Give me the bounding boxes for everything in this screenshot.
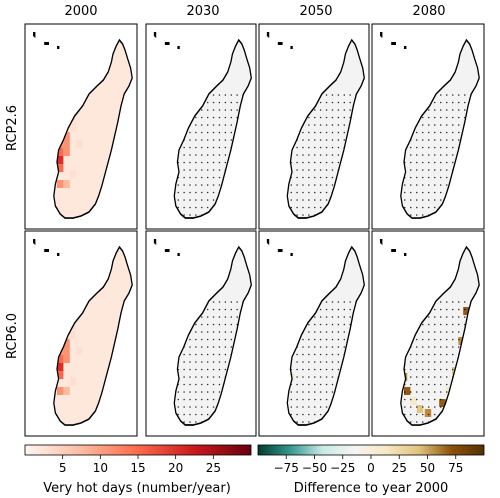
island bbox=[391, 249, 396, 252]
colorbar-right-bar bbox=[257, 444, 485, 456]
grid-cell bbox=[69, 170, 77, 178]
colorbar-left-ticks: 5 10 15 20 25 bbox=[59, 455, 221, 475]
grid-cell bbox=[63, 132, 70, 140]
grid-cell bbox=[57, 363, 64, 371]
colorbar-tick-label: 75 bbox=[448, 461, 463, 475]
grid-cell bbox=[57, 148, 64, 156]
colorbar-right-ticks: −75 −50 −25 0 25 50 75 bbox=[274, 455, 463, 475]
grid-cell bbox=[57, 387, 64, 395]
island bbox=[277, 42, 283, 45]
column-title-2000: 2000 bbox=[64, 4, 97, 19]
grid-cell bbox=[69, 331, 77, 339]
island bbox=[164, 42, 170, 45]
grid-cell bbox=[76, 347, 83, 355]
grid-cell bbox=[63, 347, 70, 355]
island bbox=[164, 249, 170, 252]
colorbar-tick-label: 50 bbox=[420, 461, 435, 475]
island bbox=[44, 249, 49, 252]
grid-cell bbox=[63, 355, 70, 363]
map-panel-rcp60-2080 bbox=[371, 230, 485, 437]
island bbox=[57, 253, 60, 256]
island bbox=[380, 32, 383, 38]
map-panels bbox=[24, 23, 485, 437]
grid-cell bbox=[57, 156, 64, 164]
colorbar-tick-label: 15 bbox=[130, 461, 145, 475]
map-panel-rcp26-2030 bbox=[145, 23, 257, 230]
grid-cell bbox=[57, 180, 64, 188]
colorbar-tick-label: 0 bbox=[367, 461, 375, 475]
map-panel-rcp60-2050 bbox=[258, 230, 370, 437]
row-label-rcp60: RCP6.0 bbox=[5, 313, 20, 359]
grid-cell bbox=[69, 377, 77, 385]
colorbar-left-label: Very hot days (number/year) bbox=[43, 481, 231, 496]
island bbox=[404, 46, 407, 49]
column-title-2050: 2050 bbox=[299, 4, 332, 19]
map-panel-rcp60-2030 bbox=[145, 230, 257, 437]
grid-cell bbox=[57, 355, 64, 363]
colorbar-tick-label: 10 bbox=[93, 461, 108, 475]
colorbar-tick-label: 25 bbox=[206, 461, 221, 475]
map-panel-rcp26-2050 bbox=[258, 23, 370, 230]
grid-cell bbox=[69, 124, 77, 132]
island bbox=[177, 253, 180, 256]
grid-cell bbox=[63, 148, 70, 156]
grid-cell bbox=[57, 164, 64, 172]
grid-cell bbox=[63, 387, 70, 395]
colorbar-right-label: Difference to year 2000 bbox=[294, 481, 449, 496]
colorbar-tick-label: 20 bbox=[168, 461, 183, 475]
column-title-2030: 2030 bbox=[186, 4, 219, 19]
column-title-2080: 2080 bbox=[412, 4, 445, 19]
colorbar-left-bar bbox=[24, 444, 252, 456]
island bbox=[44, 42, 49, 45]
grid-cell bbox=[57, 371, 64, 379]
island bbox=[404, 253, 407, 256]
colorbar-tick-label: −25 bbox=[330, 461, 355, 475]
island bbox=[177, 46, 180, 49]
colorbar-tick-label: −50 bbox=[302, 461, 327, 475]
grid-cell bbox=[63, 140, 70, 148]
island bbox=[290, 253, 293, 256]
island bbox=[380, 239, 383, 245]
island bbox=[277, 249, 283, 252]
map-panel-rcp26-2080 bbox=[371, 23, 485, 230]
island bbox=[57, 46, 60, 49]
grid-cell bbox=[63, 339, 70, 347]
island bbox=[266, 32, 270, 38]
island bbox=[391, 42, 396, 45]
colorbar-tick-label: 25 bbox=[392, 461, 407, 475]
grid-cell bbox=[76, 140, 83, 148]
row-label-rcp26: RCP2.6 bbox=[5, 105, 20, 151]
colorbar-very-hot-days: 5 10 15 20 25 Very hot days (number/year) bbox=[24, 444, 252, 496]
grid-cell bbox=[63, 180, 70, 188]
colorbar-tick-label: −75 bbox=[274, 461, 299, 475]
map-panel-rcp26-2000 bbox=[24, 23, 138, 230]
colorbar-difference: −75 −50 −25 0 25 50 75 Difference to year 2000 bbox=[257, 444, 485, 496]
map-panel-rcp60-2000 bbox=[24, 230, 138, 437]
island bbox=[266, 239, 270, 245]
colorbar-tick-label: 5 bbox=[59, 461, 67, 475]
island bbox=[290, 46, 293, 49]
